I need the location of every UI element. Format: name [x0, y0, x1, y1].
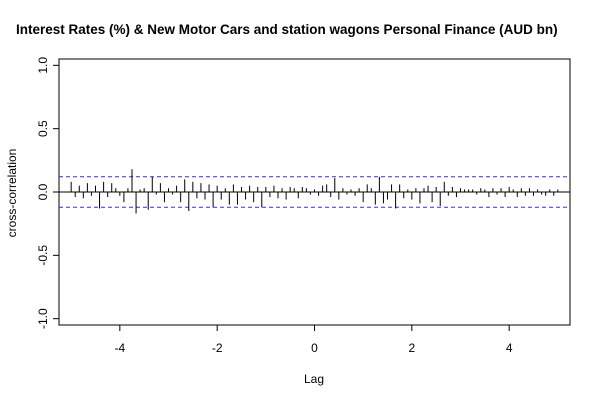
x-tick-label: -4 [114, 341, 125, 355]
x-tick-label: 0 [311, 341, 318, 355]
y-axis-label: cross-correlation [5, 149, 19, 238]
x-axis-label: Lag [304, 372, 324, 386]
y-tick-label: -1.0 [36, 308, 50, 329]
y-tick-label: -0.5 [36, 245, 50, 266]
plot-area: -1.0 -0.5 0.0 0.5 1.0 -4 -2 0 2 4 [36, 57, 571, 355]
y-tick-label: 1.0 [36, 57, 50, 74]
x-tick-label: -2 [212, 341, 223, 355]
x-tick-label: 2 [408, 341, 415, 355]
chart-title: Interest Rates (%) & New Motor Cars and … [16, 22, 558, 37]
x-tick-label: 4 [506, 341, 513, 355]
y-tick-label: 0.5 [36, 120, 50, 137]
y-tick-label: 0.0 [36, 183, 50, 200]
